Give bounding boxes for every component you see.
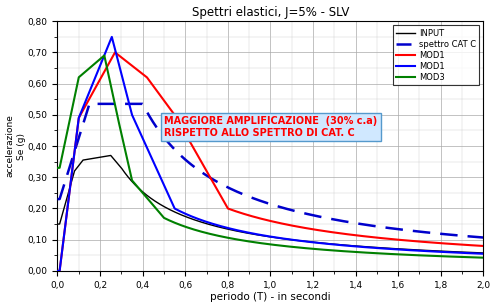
Y-axis label: accelerazione
Se (g): accelerazione Se (g) — [5, 115, 26, 177]
Text: MAGGIORE AMPLIFICAZIONE  (30% c.a)
RISPETTO ALLO SPETTRO DI CAT. C: MAGGIORE AMPLIFICAZIONE (30% c.a) RISPET… — [164, 116, 377, 138]
X-axis label: periodo (T) - in secondi: periodo (T) - in secondi — [210, 292, 331, 302]
Title: Spettri elastici, J=5% - SLV: Spettri elastici, J=5% - SLV — [192, 6, 349, 18]
Legend: INPUT, spettro CAT C, MOD1, MOD1, MOD3: INPUT, spettro CAT C, MOD1, MOD1, MOD3 — [393, 25, 479, 85]
